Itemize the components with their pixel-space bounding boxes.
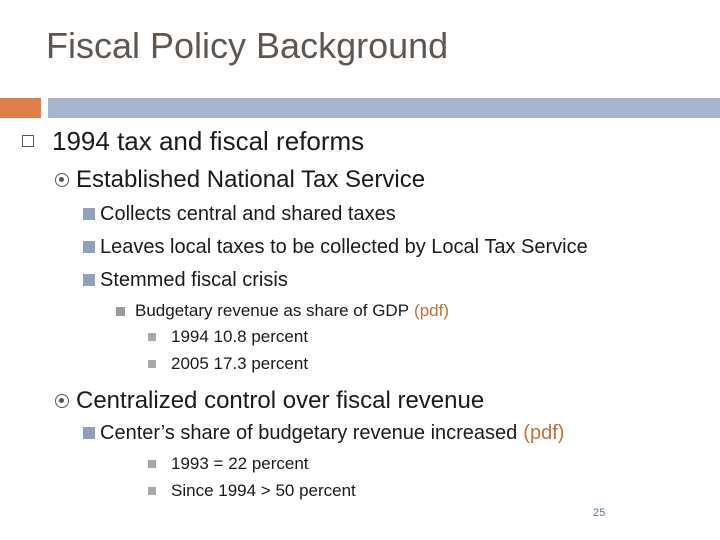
bullet-2005: 2005 17.3 percent (148, 352, 308, 376)
circle-bullet-icon (55, 173, 69, 187)
bullet-center-share: Center’s share of budgetary revenue incr… (83, 419, 564, 447)
bullet-budgetary: Budgetary revenue as share of GDP (pdf) (116, 299, 449, 323)
square-bullet-icon (83, 208, 95, 220)
bullet-1993: 1993 = 22 percent (148, 452, 309, 476)
pdf-link[interactable]: (pdf) (523, 421, 565, 444)
bullet-reforms: 1994 tax and fiscal reforms (22, 124, 364, 158)
page-number: 25 (593, 507, 606, 519)
circle-bullet-icon (55, 394, 69, 408)
bullet-text: 2005 17.3 percent (171, 354, 309, 373)
bullet-text: 1993 = 22 percent (171, 454, 309, 473)
square-bullet-icon (22, 135, 34, 147)
square-bullet-icon (83, 427, 95, 439)
bullet-1994: 1994 10.8 percent (148, 325, 308, 349)
accent-bar-blue (48, 98, 720, 118)
square-bullet-icon (148, 333, 156, 341)
bullet-centralized: Centralized control over fiscal revenue (55, 385, 484, 417)
bullet-text: 1994 10.8 percent (171, 327, 309, 346)
square-bullet-icon (116, 306, 125, 316)
square-bullet-icon (83, 241, 95, 253)
bullet-text: Since 1994 > 50 percent (171, 481, 356, 500)
bullet-since-1994: Since 1994 > 50 percent (148, 479, 356, 503)
bullet-text: Stemmed fiscal crisis (100, 268, 288, 291)
pdf-link[interactable]: (pdf) (414, 301, 450, 320)
bullet-collects: Collects central and shared taxes (83, 200, 396, 228)
square-bullet-icon (148, 487, 156, 495)
square-bullet-icon (148, 460, 156, 468)
bullet-text: Budgetary revenue as share of GDP (135, 301, 410, 320)
bullet-stemmed: Stemmed fiscal crisis (83, 266, 288, 294)
bullet-established: Established National Tax Service (55, 164, 425, 196)
square-bullet-icon (148, 360, 156, 368)
bullet-text: Collects central and shared taxes (100, 202, 396, 225)
slide-title: Fiscal Policy Background (46, 25, 449, 66)
bullet-text: Established National Tax Service (76, 166, 426, 193)
bullet-text: 1994 tax and fiscal reforms (52, 125, 365, 156)
accent-bar-orange (0, 98, 41, 118)
square-bullet-icon (83, 274, 95, 286)
bullet-text: Center’s share of budgetary revenue incr… (100, 421, 518, 444)
bullet-text: Leaves local taxes to be collected by Lo… (100, 235, 588, 258)
bullet-text: Centralized control over fiscal revenue (76, 387, 485, 414)
bullet-leaves: Leaves local taxes to be collected by Lo… (83, 233, 588, 261)
